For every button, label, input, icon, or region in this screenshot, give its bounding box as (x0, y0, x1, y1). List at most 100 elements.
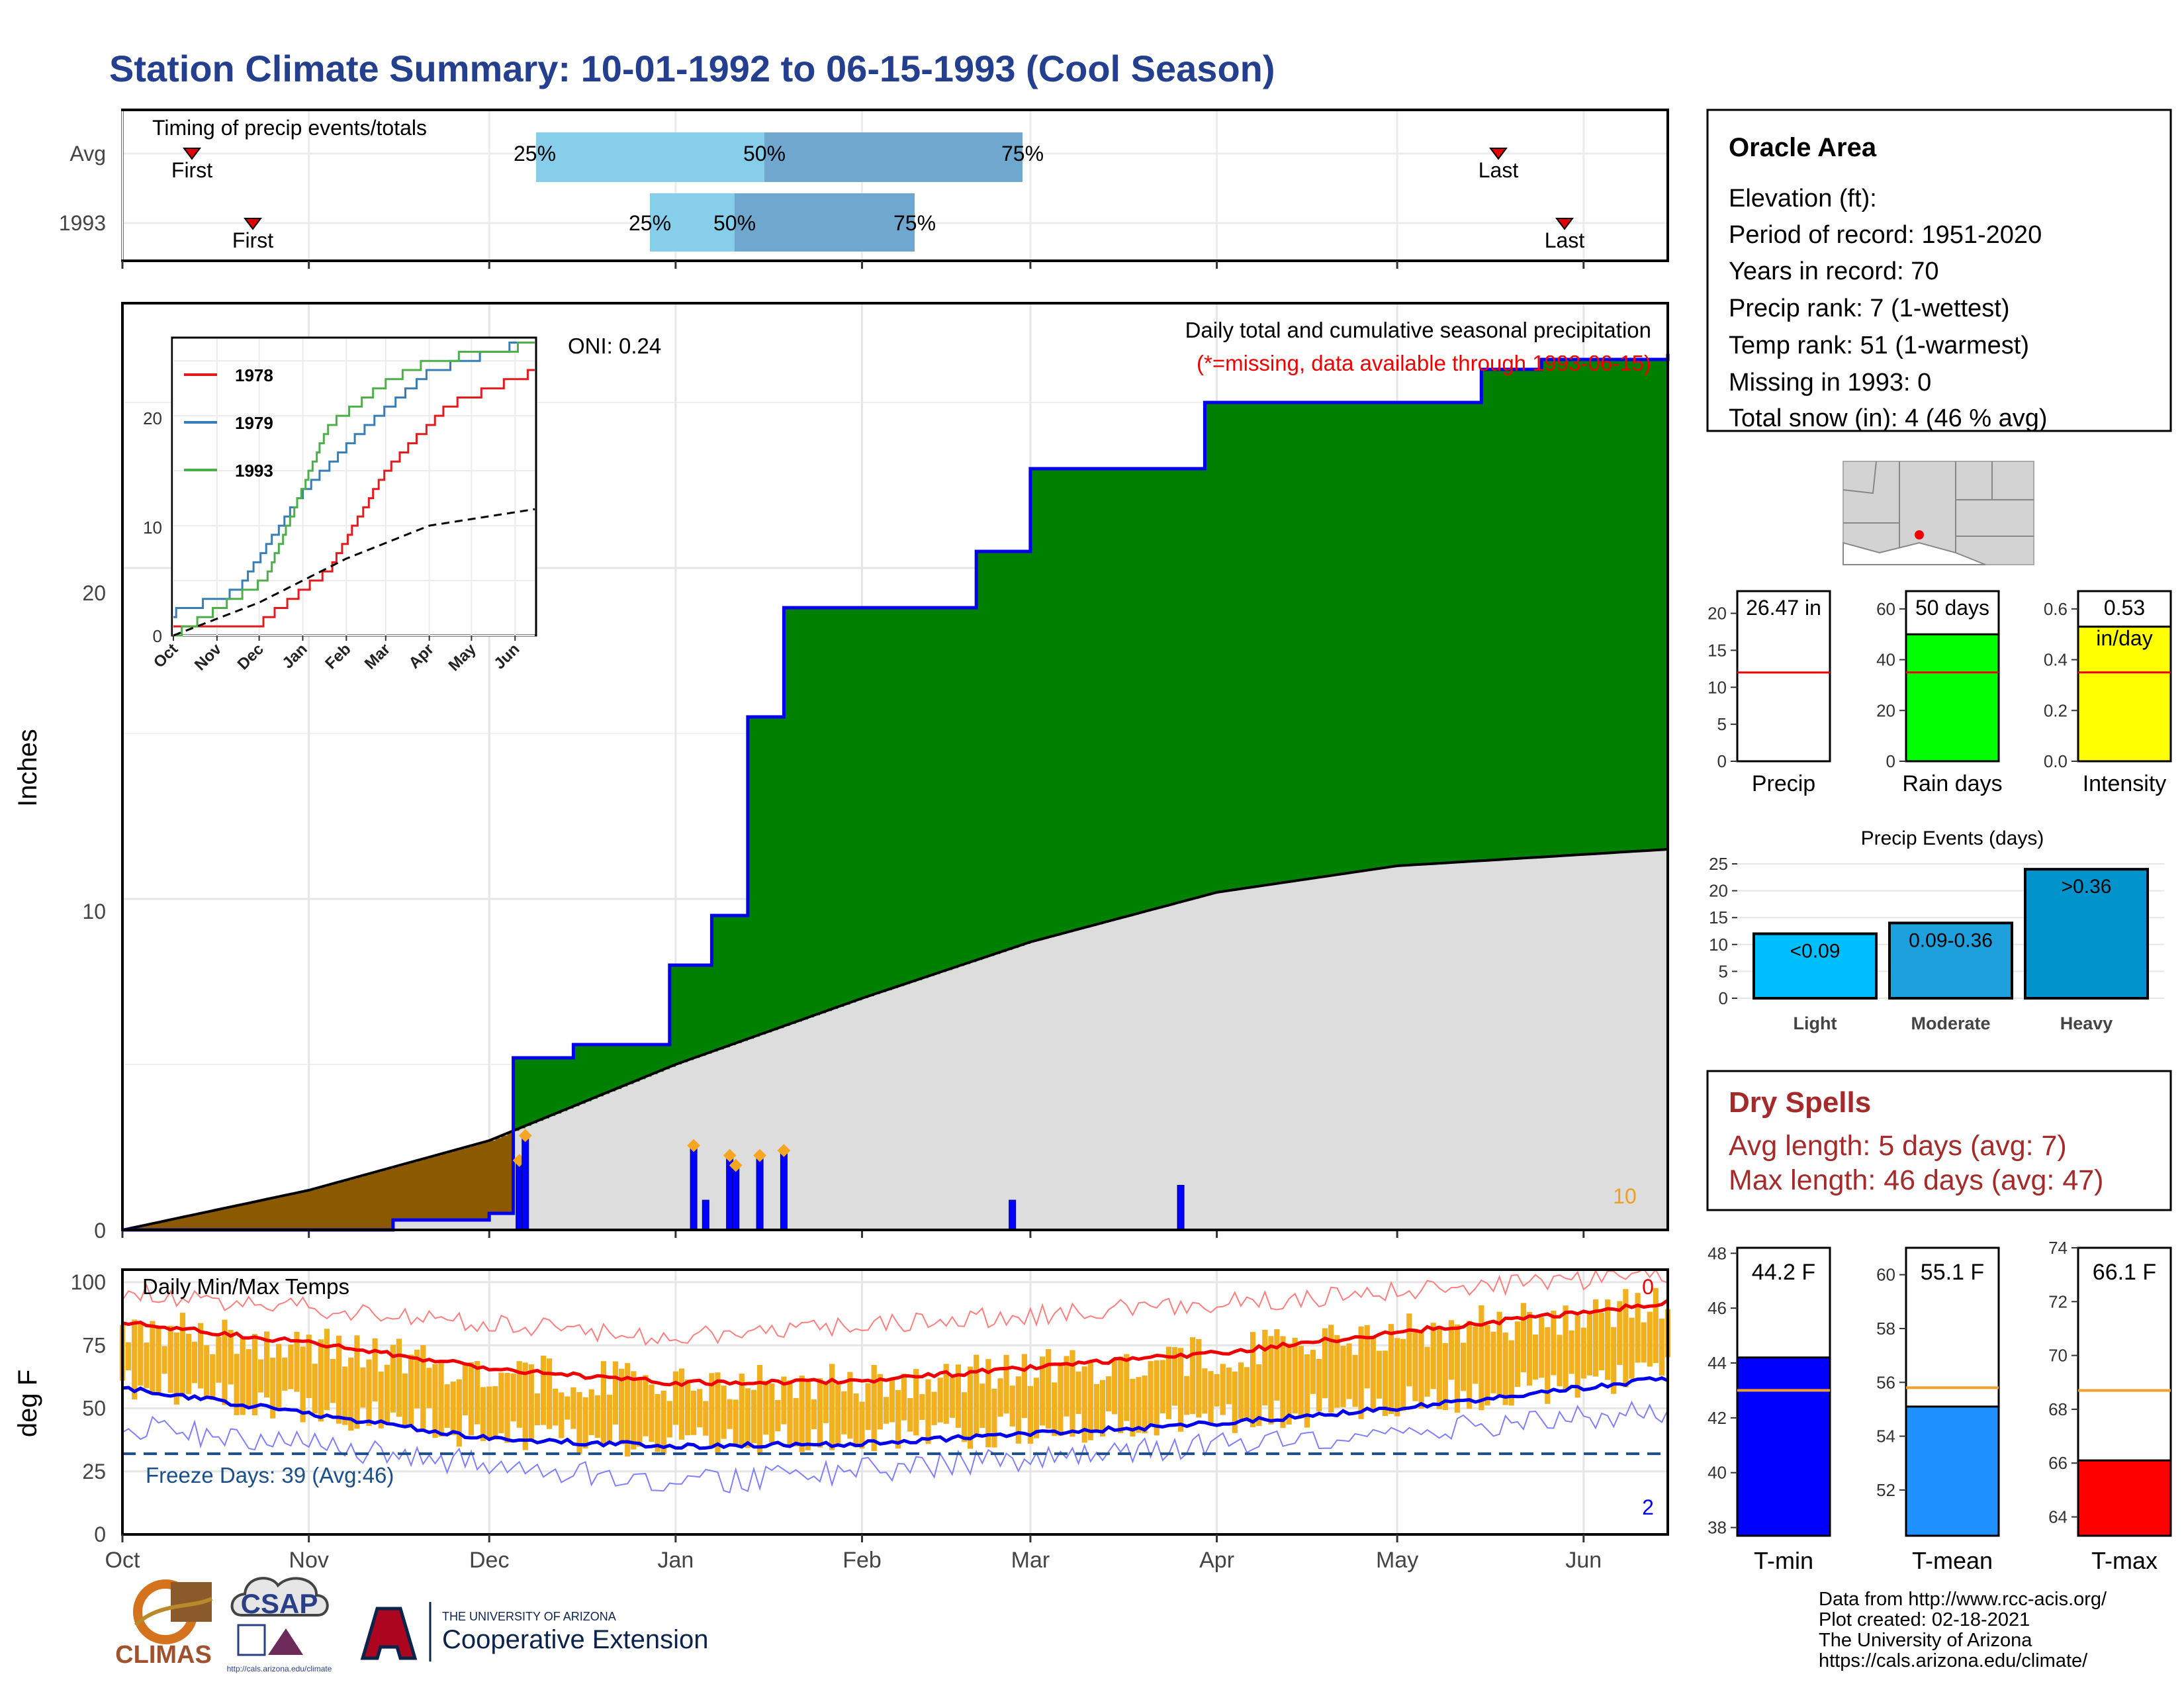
daily-temp-bar (366, 1359, 372, 1427)
daily-temp-bar (462, 1364, 468, 1416)
daily-temp-bar (408, 1354, 414, 1427)
inset-legend-1978: 1978 (235, 365, 273, 385)
daily-temp-bar (312, 1364, 318, 1414)
daily-precip-bars (512, 1129, 1185, 1231)
station-snow: Total snow (in): 4 (46 % avg) (1729, 404, 2048, 432)
daily-temp-bar (1653, 1288, 1659, 1364)
temp-summary-tick-label: 46 (1707, 1298, 1727, 1318)
mini-bar-tick-label: 20 (1707, 604, 1727, 624)
daily-temp-bar (829, 1364, 835, 1450)
daily-precip-bar (756, 1155, 764, 1231)
daily-temp-bar (1508, 1340, 1514, 1406)
daily-temp-bar (1394, 1338, 1400, 1417)
precip-events-title: Precip Events (days) (1861, 827, 2044, 849)
daily-temp-bar (138, 1324, 144, 1386)
daily-temp-bar (775, 1399, 781, 1432)
mini-bar-tick-label: 0.6 (2044, 599, 2068, 619)
temp-yticks: 0 25 50 75 100 (71, 1270, 106, 1546)
temp-xtick-label: Feb (842, 1548, 882, 1573)
mini-bar-tick-label: 60 (1876, 599, 1895, 619)
daily-temp-bar (1388, 1324, 1394, 1415)
events-ytick-label: 20 (1709, 881, 1728, 901)
daily-temp-bar (1160, 1360, 1165, 1414)
daily-temp-bar (781, 1376, 787, 1425)
daily-temp-bar (228, 1330, 234, 1385)
temp-summary-tick-label: 58 (1876, 1319, 1895, 1338)
daily-temp-bar (1075, 1371, 1081, 1415)
daily-temp-bar (396, 1338, 402, 1417)
inset-legend-1979: 1979 (235, 413, 273, 433)
daily-temp-bar (204, 1345, 210, 1398)
daily-temp-bar (282, 1357, 288, 1391)
avg-first-label: First (171, 158, 212, 182)
daily-temp-bar (318, 1339, 324, 1422)
daily-temp-bar (1605, 1299, 1611, 1380)
station-elevation: Elevation (ft): (1729, 185, 1877, 212)
mini-bar-label: Intensity (2083, 771, 2167, 796)
daily-temp-bar (559, 1392, 565, 1438)
avg-last-label: Last (1479, 158, 1519, 182)
daily-temp-bar (1046, 1349, 1052, 1429)
daily-temp-bar (805, 1380, 811, 1450)
daily-temp-bar (757, 1365, 763, 1455)
ua-small-text: THE UNIVERSITY OF ARIZONA (442, 1610, 616, 1623)
daily-precip-bar (516, 1160, 523, 1231)
precip-panel-frame (121, 302, 1669, 1231)
daily-temp-bar (1611, 1327, 1617, 1394)
temp-xtick-label: Oct (105, 1548, 140, 1573)
daily-temp-bar (871, 1365, 877, 1452)
daily-temp-bar (1490, 1331, 1496, 1393)
below-average-area (128, 1133, 514, 1230)
normal-max-line (122, 1299, 1669, 1387)
daily-temp-bar (1334, 1335, 1340, 1408)
climas-logo-text: CLIMAS (115, 1641, 212, 1669)
daily-temp-bar (672, 1371, 678, 1425)
daily-temp-bar (1292, 1338, 1298, 1414)
events-bar-heavy (2024, 868, 2149, 1000)
daily-temp-bar (1009, 1385, 1015, 1427)
daily-temp-bar (907, 1398, 913, 1432)
daily-temp-bar (841, 1391, 847, 1434)
cumulative-inset: 1978 1979 1993 0 10 20 Oct Nov Dec Jan Feb Ma… (143, 336, 537, 675)
inset-ytick-20: 20 (143, 408, 162, 428)
dry-spells-avg: Avg length: 5 days (avg: 7) (1729, 1130, 2067, 1162)
daily-temp-bar (974, 1354, 979, 1436)
events-bar-moderate (1888, 921, 2013, 1000)
daily-temp-bar (751, 1389, 757, 1444)
temp-summary-tick-label: 60 (1876, 1265, 1895, 1285)
daily-temp-bar (1244, 1367, 1250, 1421)
daily-temp-bar (1442, 1342, 1448, 1411)
footer-credits: Data from http://www.rcc-acis.org/ Plot … (1819, 1589, 2107, 1671)
timing-row-1993: 1993 (59, 211, 106, 235)
daily-temp-bar (1328, 1325, 1334, 1413)
daily-temp-bar (691, 1391, 697, 1435)
station-info-frame (1706, 109, 2172, 432)
daily-temp-bar (1557, 1335, 1563, 1387)
temp-ytick-label: 100 (71, 1270, 106, 1294)
daily-temp-bar (1358, 1326, 1364, 1419)
daily-temp-bar (456, 1379, 462, 1447)
daily-temp-bar (1196, 1339, 1202, 1418)
precip-panel-title: Daily total and cumulative seasonal prec… (1185, 318, 1651, 342)
daily-temp-bar (1641, 1322, 1647, 1363)
temp-summary-tick-label: 40 (1707, 1463, 1727, 1483)
daily-temp-bar (799, 1376, 805, 1452)
footer-line-2: Plot created: 02-18-2021 (1819, 1609, 2030, 1630)
daily-precip-bar (522, 1135, 529, 1231)
daily-temp-bar (1190, 1337, 1196, 1415)
csap-mountain (268, 1628, 303, 1655)
daily-temp-bar (1467, 1321, 1473, 1409)
daily-temp-bar (1069, 1350, 1075, 1437)
daily-temp-bar (968, 1366, 974, 1449)
daily-temp-bar (1418, 1331, 1424, 1409)
daily-temp-bar (1520, 1303, 1527, 1373)
daily-temp-bar (294, 1332, 300, 1392)
daily-temp-bar (913, 1369, 919, 1436)
daily-precip-bar (732, 1165, 740, 1231)
daily-temp-bar (606, 1394, 612, 1444)
daily-temp-bar (985, 1359, 991, 1448)
daily-temp-bar (1171, 1347, 1178, 1406)
daily-temp-bar (1659, 1318, 1664, 1376)
inset-frame (171, 336, 537, 637)
daily-temp-bar (1574, 1315, 1580, 1398)
